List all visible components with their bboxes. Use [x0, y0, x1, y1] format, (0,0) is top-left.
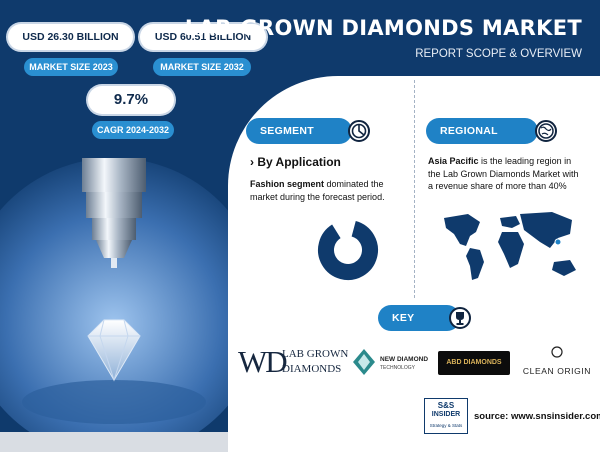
market-size-2023-value: USD 26.30 BILLION	[8, 24, 133, 50]
award-icon	[449, 307, 471, 329]
market-size-2032-value: USD 60.51 BILLION	[140, 24, 266, 50]
segment-analysis-heading: SEGMENT ANALYSIS	[246, 118, 352, 163]
sns-logo-line2: INSIDER	[431, 411, 461, 418]
segment-highlight: Fashion segment	[250, 179, 325, 189]
ndt-line1: NEW DIAMOND	[380, 356, 429, 363]
segment-donut-icon	[318, 220, 378, 280]
diamond-machine-illustration	[0, 158, 228, 452]
globe-icon	[535, 120, 557, 142]
source-link[interactable]: source: www.snsinsider.com	[474, 411, 600, 422]
segment-description: Fashion segment dominated the market dur…	[250, 178, 410, 203]
ndt-line2: TECHNOLOGY	[380, 365, 416, 371]
sns-logo-line1: S&S	[437, 401, 455, 410]
regional-text: is the leading region in the Lab Grown D…	[428, 156, 579, 191]
page-subtitle: REPORT SCOPE & OVERVIEW	[415, 48, 582, 60]
section-divider	[414, 80, 415, 298]
sns-logo-tag: Strategy & Stats	[429, 423, 463, 428]
segment-subheading: › By Application	[250, 155, 341, 169]
market-size-2032-label: MARKET SIZE 2032	[153, 58, 251, 76]
page-title: LAB-GROWN DIAMONDS MARKET	[184, 16, 582, 40]
wd-mark: WD	[238, 344, 288, 379]
logo-clean-origin: CLEAN ORIGIN	[521, 344, 593, 380]
clean-origin-text: CLEAN ORIGIN	[522, 366, 592, 376]
logo-new-diamond-technology: NEW DIAMOND TECHNOLOGY	[352, 348, 428, 378]
logo-abd-diamonds: ABD DIAMONDS	[438, 351, 510, 375]
wd-line2: DIAMONDS	[282, 363, 342, 375]
market-size-2023-label: MARKET SIZE 2023	[24, 58, 118, 76]
sns-insider-logo: S&S INSIDER Strategy & Stats	[424, 398, 468, 434]
ndt-diamond-icon	[353, 349, 375, 375]
cagr-value: 9.7%	[88, 86, 174, 114]
diamond	[87, 319, 141, 382]
regional-description: Asia Pacific is the leading region in th…	[428, 155, 584, 193]
clean-origin-ring-icon	[551, 346, 563, 358]
wd-line1: LAB GROWN	[282, 348, 349, 360]
world-map	[444, 212, 576, 280]
logo-wd-lab-grown-diamonds: WD LAB GROWN DIAMONDS	[238, 344, 348, 380]
regional-analysis-heading: REGIONAL ANALYSIS	[426, 118, 538, 163]
regional-highlight: Asia Pacific	[428, 156, 479, 166]
location-pin-icon	[554, 238, 562, 246]
abd-text: ABD DIAMONDS	[446, 359, 502, 366]
segment-text: dominated the market during the forecast…	[250, 179, 385, 202]
key-players-heading: KEY PLAYER'S	[378, 305, 460, 350]
segment-analysis-icon	[348, 120, 370, 142]
cagr-label: CAGR 2024-2032	[92, 121, 174, 139]
